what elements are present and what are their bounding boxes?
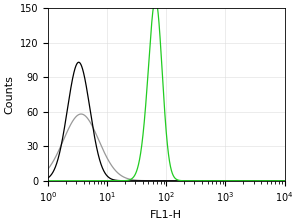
X-axis label: FL1-H: FL1-H (150, 210, 182, 220)
Y-axis label: Counts: Counts (4, 75, 14, 114)
